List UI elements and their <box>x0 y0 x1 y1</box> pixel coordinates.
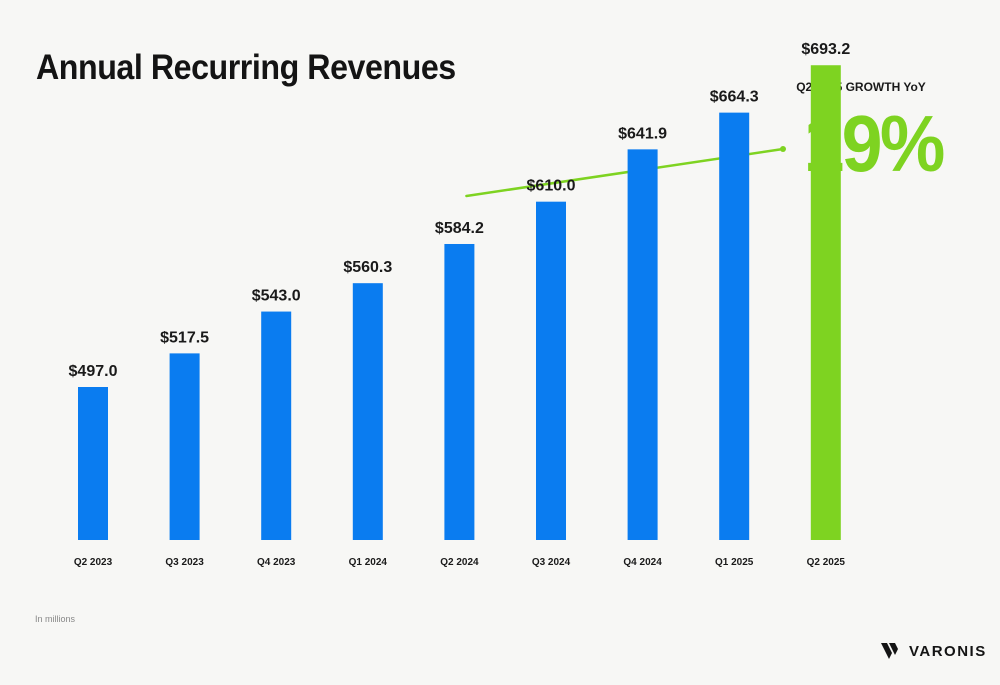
varonis-logo: VARONIS <box>880 642 987 660</box>
data-label: $641.9 <box>618 125 667 142</box>
bar-q2-2023 <box>78 387 108 540</box>
data-label: $543.0 <box>252 288 301 305</box>
data-label: $584.2 <box>435 220 484 237</box>
x-tick-label: Q4 2023 <box>257 557 296 568</box>
bar-q2-2024 <box>444 243 475 540</box>
bar-q3-2024 <box>536 201 566 540</box>
bar-q4-2023 <box>261 311 292 540</box>
bar-q1-2025 <box>719 112 750 541</box>
growth-annotation-dot <box>780 146 786 152</box>
bar-q2-2025 <box>810 65 841 541</box>
bars-group <box>78 65 841 541</box>
data-label: $610.0 <box>527 178 576 195</box>
data-label: $560.3 <box>343 259 392 276</box>
page-title: Annual Recurring Revenues <box>36 48 456 87</box>
x-tick-label: Q1 2025 <box>715 557 754 568</box>
x-tick-labels-group: Q2 2023 Q3 2023 Q4 2023 Q1 2024 Q2 2024 Q3 20… <box>74 557 846 568</box>
x-tick-label: Q3 2024 <box>532 557 571 568</box>
data-label: $664.3 <box>710 89 759 106</box>
x-tick-label: Q1 2024 <box>349 557 388 568</box>
brand-name: VARONIS <box>909 642 987 660</box>
bar-q4-2024 <box>627 149 658 540</box>
varonis-logo-mark-icon <box>881 643 898 659</box>
data-label: $497.0 <box>69 363 118 380</box>
bar-q1-2024 <box>352 283 383 540</box>
x-tick-label: Q3 2023 <box>165 557 204 568</box>
x-tick-label: Q2 2023 <box>74 557 113 568</box>
data-labels-group: $497.0 $517.5 $543.0 $560.3 $584.2 $610.0 $641… <box>69 41 851 380</box>
footnote: In millions <box>35 614 76 624</box>
bar-q3-2023 <box>169 353 200 540</box>
x-tick-label: Q2 2025 <box>807 557 846 568</box>
data-label: $693.2 <box>801 41 850 58</box>
data-label: $517.5 <box>160 329 209 346</box>
x-tick-label: Q4 2024 <box>623 557 662 568</box>
x-tick-label: Q2 2024 <box>440 557 479 568</box>
